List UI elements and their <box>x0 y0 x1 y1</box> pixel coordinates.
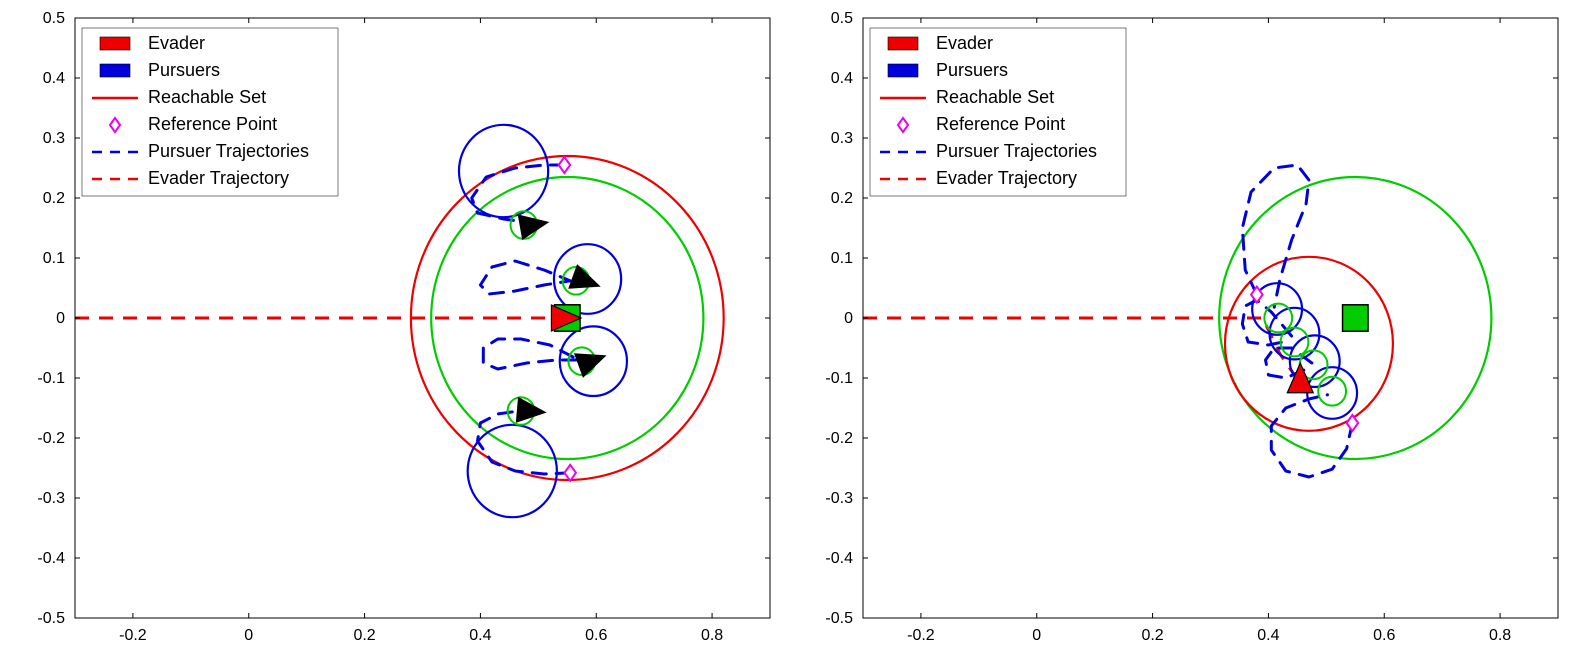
panel-right: -0.2 0 0.2 0.4 0.6 0.8 -0.5 -0.4 -0.3 -0.2 -0.1 0 0.… <box>788 0 1576 664</box>
xtick-label: 0.8 <box>701 627 723 644</box>
legend-swatch <box>888 64 918 77</box>
ytick-label: 0.5 <box>831 10 853 27</box>
legend-label: Reachable Set <box>148 87 266 107</box>
xtick-label: 0.6 <box>585 627 607 644</box>
xtick-label: -0.2 <box>119 627 147 644</box>
xtick-label: 0.2 <box>1141 627 1163 644</box>
ytick-label: 0.3 <box>43 130 65 147</box>
figure: -0.2 0 0.2 0.4 0.6 0.8 -0.5 -0.4 -0.3 -0.2 -0.1 0 0.… <box>0 0 1576 664</box>
ytick-label: 0 <box>844 310 853 327</box>
legend-label: Pursuers <box>148 60 220 80</box>
xtick-label: 0.4 <box>1257 627 1279 644</box>
ytick-label: -0.1 <box>825 370 853 387</box>
ytick-label: -0.2 <box>37 430 65 447</box>
xtick-label: 0.2 <box>353 627 375 644</box>
xtick-label: 0.4 <box>469 627 491 644</box>
ytick-label: 0.3 <box>831 130 853 147</box>
goal-square <box>1343 305 1368 331</box>
panel-left: -0.2 0 0.2 0.4 0.6 0.8 -0.5 -0.4 -0.3 -0.2 -0.1 0 0.… <box>0 0 788 664</box>
ytick-label: 0.2 <box>831 190 853 207</box>
legend-label: Reference Point <box>936 114 1065 134</box>
legend-label: Evader Trajectory <box>148 168 289 188</box>
ytick-label: 0.4 <box>831 70 853 87</box>
xtick-label: 0.6 <box>1373 627 1395 644</box>
legend-label: Evader <box>148 33 205 53</box>
legend-label: Pursuer Trajectories <box>936 141 1097 161</box>
ytick-label: -0.2 <box>825 430 853 447</box>
ytick-label: -0.4 <box>825 550 853 567</box>
ytick-label: -0.5 <box>37 610 65 627</box>
ytick-label: -0.5 <box>825 610 853 627</box>
xtick-label: 0 <box>1032 627 1041 644</box>
ytick-label: 0.4 <box>43 70 65 87</box>
ytick-label: -0.3 <box>825 490 853 507</box>
legend-label: Reachable Set <box>936 87 1054 107</box>
ytick-label: 0.5 <box>43 10 65 27</box>
xtick-label: 0 <box>244 627 253 644</box>
legend-label: Pursuer Trajectories <box>148 141 309 161</box>
ytick-label: -0.4 <box>37 550 65 567</box>
legend-label: Evader <box>936 33 993 53</box>
plot-left: -0.2 0 0.2 0.4 0.6 0.8 -0.5 -0.4 -0.3 -0.2 -0.1 0 0.… <box>0 0 788 664</box>
xtick-label: 0.8 <box>1489 627 1511 644</box>
legend-swatch <box>100 37 130 50</box>
legend-label: Reference Point <box>148 114 277 134</box>
legend-swatch <box>888 37 918 50</box>
ytick-label: 0.2 <box>43 190 65 207</box>
ytick-label: -0.1 <box>37 370 65 387</box>
plot-right: -0.2 0 0.2 0.4 0.6 0.8 -0.5 -0.4 -0.3 -0.2 -0.1 0 0.… <box>788 0 1576 664</box>
ytick-label: -0.3 <box>37 490 65 507</box>
legend-label: Evader Trajectory <box>936 168 1077 188</box>
ytick-label: 0 <box>56 310 65 327</box>
ytick-label: 0.1 <box>43 250 65 267</box>
xtick-label: -0.2 <box>907 627 935 644</box>
legend-label: Pursuers <box>936 60 1008 80</box>
legend-swatch <box>100 64 130 77</box>
ytick-label: 0.1 <box>831 250 853 267</box>
